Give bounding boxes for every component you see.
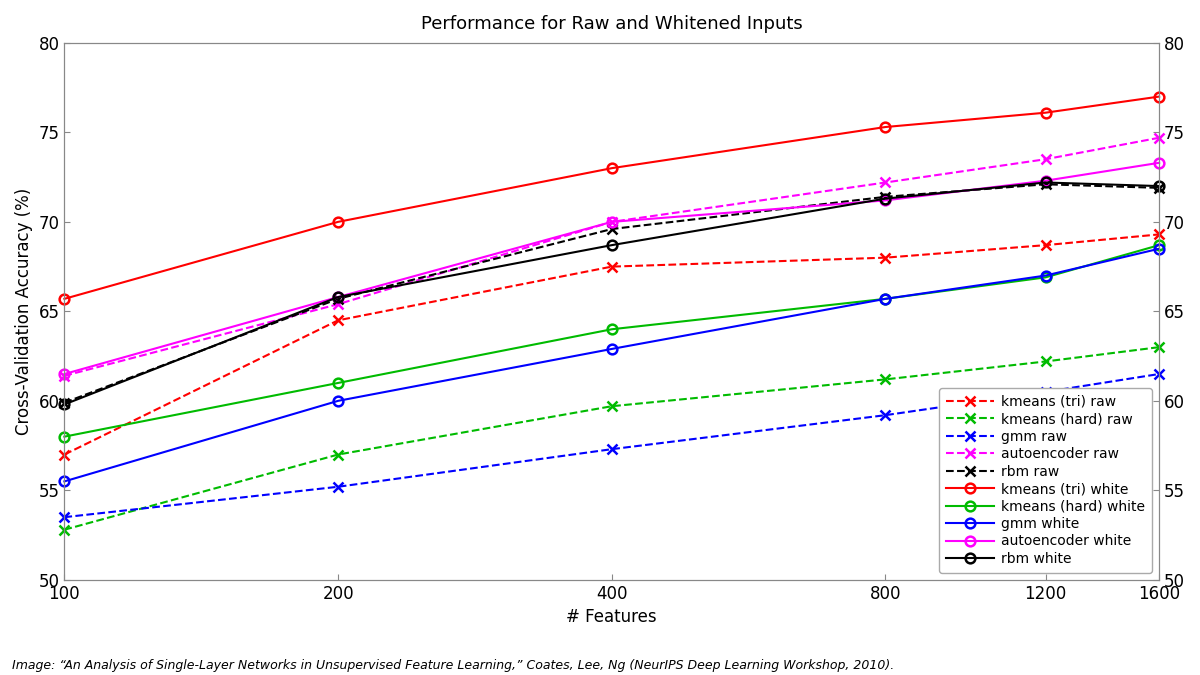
kmeans (tri) raw [605,263,619,271]
gmm white [58,477,72,485]
rbm raw [878,193,893,201]
kmeans (hard) raw [605,402,619,410]
rbm white [1038,178,1052,186]
kmeans (hard) white [605,325,619,333]
gmm white [605,345,619,353]
rbm raw [58,399,72,407]
kmeans (hard) raw [1152,343,1166,351]
rbm raw [1152,184,1166,192]
Line: gmm white: gmm white [60,244,1164,486]
Text: Image: “An Analysis of Single-Layer Networks in Unsupervised Feature Learning,” : Image: “An Analysis of Single-Layer Netw… [12,659,894,672]
gmm white [331,397,346,405]
autoencoder raw [331,300,346,308]
autoencoder raw [605,218,619,226]
kmeans (tri) raw [331,317,346,325]
kmeans (tri) white [58,295,72,303]
autoencoder raw [878,178,893,186]
gmm raw [878,411,893,419]
X-axis label: # Features: # Features [566,608,658,626]
rbm raw [1038,180,1052,188]
Line: autoencoder white: autoencoder white [60,158,1164,379]
gmm raw [605,445,619,453]
kmeans (hard) white [331,379,346,387]
kmeans (tri) raw [1152,230,1166,238]
kmeans (tri) white [605,164,619,172]
kmeans (tri) white [331,218,346,226]
autoencoder raw [1152,134,1166,142]
kmeans (hard) raw [1038,358,1052,366]
kmeans (tri) white [1038,109,1052,117]
autoencoder white [878,196,893,205]
kmeans (tri) raw [58,450,72,458]
autoencoder raw [58,372,72,380]
Line: kmeans (hard) white: kmeans (hard) white [60,240,1164,441]
kmeans (hard) white [1038,273,1052,281]
rbm raw [331,295,346,303]
Line: rbm white: rbm white [60,178,1164,409]
kmeans (hard) raw [878,375,893,383]
Legend: kmeans (tri) raw, kmeans (hard) raw, gmm raw, autoencoder raw, rbm raw, kmeans (: kmeans (tri) raw, kmeans (hard) raw, gmm… [938,387,1152,573]
rbm white [58,400,72,408]
autoencoder white [1152,159,1166,167]
kmeans (tri) white [878,123,893,131]
kmeans (hard) raw [58,526,72,534]
autoencoder white [58,370,72,378]
gmm raw [58,513,72,521]
Line: autoencoder raw: autoencoder raw [60,133,1164,381]
rbm white [605,241,619,249]
Line: gmm raw: gmm raw [60,369,1164,522]
autoencoder white [1038,177,1052,185]
kmeans (tri) raw [878,254,893,262]
Y-axis label: Cross-Validation Accuracy (%): Cross-Validation Accuracy (%) [16,188,34,435]
kmeans (hard) raw [331,450,346,458]
gmm white [1038,271,1052,279]
kmeans (hard) white [1152,241,1166,249]
Line: kmeans (hard) raw: kmeans (hard) raw [60,342,1164,535]
kmeans (hard) white [58,433,72,441]
autoencoder raw [1038,155,1052,163]
rbm white [331,293,346,301]
autoencoder white [331,293,346,301]
gmm raw [1038,388,1052,396]
kmeans (tri) raw [1038,241,1052,249]
Line: rbm raw: rbm raw [60,180,1164,408]
gmm raw [1152,370,1166,378]
gmm raw [331,483,346,491]
Line: kmeans (tri) white: kmeans (tri) white [60,92,1164,304]
gmm white [878,295,893,303]
kmeans (tri) white [1152,92,1166,101]
autoencoder white [605,218,619,226]
kmeans (hard) white [878,295,893,303]
gmm white [1152,244,1166,252]
rbm raw [605,225,619,233]
rbm white [878,194,893,202]
rbm white [1152,182,1166,190]
Line: kmeans (tri) raw: kmeans (tri) raw [60,230,1164,460]
Title: Performance for Raw and Whitened Inputs: Performance for Raw and Whitened Inputs [421,15,803,33]
